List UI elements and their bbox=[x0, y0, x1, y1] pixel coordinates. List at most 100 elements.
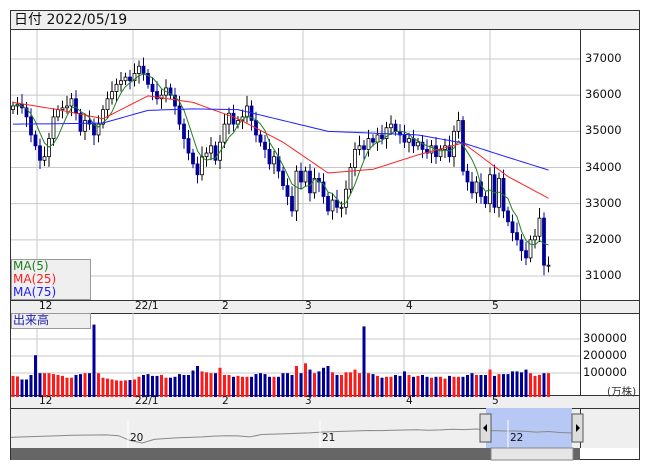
volume-bar bbox=[146, 374, 150, 397]
candle-down bbox=[470, 181, 474, 194]
candle-up bbox=[312, 177, 317, 194]
volume-bar bbox=[497, 374, 501, 397]
volume-bar bbox=[326, 366, 330, 397]
volume-bar bbox=[25, 379, 28, 397]
volume-date-tick-label: 5 bbox=[492, 395, 499, 407]
volume-bar bbox=[97, 373, 100, 397]
candle-down bbox=[519, 239, 524, 252]
scrollbar-thumb[interactable] bbox=[490, 447, 574, 461]
volume-bar bbox=[227, 375, 231, 397]
volume-bar bbox=[403, 371, 406, 397]
volume-bar bbox=[250, 376, 253, 397]
candle-down bbox=[263, 141, 267, 150]
candle-down bbox=[173, 94, 177, 107]
volume-bar bbox=[313, 373, 316, 397]
volume-bar bbox=[376, 375, 379, 397]
volume-bar bbox=[290, 375, 294, 397]
volume-bar bbox=[452, 376, 456, 397]
volume-bar bbox=[29, 375, 33, 397]
candle-up bbox=[546, 264, 551, 267]
candle-down bbox=[380, 134, 384, 139]
volume-bar bbox=[461, 376, 465, 397]
volume-bar bbox=[128, 380, 132, 397]
candle-down bbox=[186, 138, 191, 154]
volume-bar bbox=[110, 379, 114, 397]
volume-bar bbox=[263, 374, 267, 397]
candle-up bbox=[227, 112, 231, 125]
volume-bar bbox=[209, 373, 213, 397]
candle-down bbox=[150, 83, 155, 92]
candle-down bbox=[411, 138, 416, 147]
volume-bar bbox=[34, 355, 37, 397]
volume-bar bbox=[547, 373, 550, 397]
volume-bar bbox=[511, 371, 514, 397]
volume-tick-label: 100000 bbox=[583, 365, 627, 379]
candle-up bbox=[353, 149, 357, 168]
volume-bar bbox=[385, 376, 388, 397]
volume-bar bbox=[241, 376, 244, 397]
volume-tick-label: 200000 bbox=[583, 348, 627, 362]
volume-bar bbox=[520, 372, 523, 397]
candle-down bbox=[87, 120, 92, 125]
volume-bar bbox=[187, 375, 190, 397]
date-tick-label: 3 bbox=[305, 300, 312, 312]
candle-up bbox=[11, 105, 15, 111]
candle-down bbox=[393, 123, 398, 132]
candle-up bbox=[303, 170, 308, 183]
price-tick-label: 37000 bbox=[585, 51, 622, 65]
candle-down bbox=[479, 181, 483, 197]
candle-down bbox=[213, 145, 218, 161]
candle-up bbox=[60, 107, 65, 111]
candle-down bbox=[182, 123, 186, 139]
volume-bar bbox=[11, 375, 15, 397]
price-tick-label: 34000 bbox=[585, 159, 622, 174]
volume-bar bbox=[178, 374, 181, 397]
candle-up bbox=[114, 83, 119, 92]
volume-bar bbox=[142, 375, 145, 397]
volume-bar bbox=[308, 369, 312, 397]
candle-up bbox=[330, 199, 335, 212]
candle-up bbox=[294, 170, 299, 212]
candle-down bbox=[285, 185, 290, 197]
volume-bar bbox=[115, 380, 118, 397]
candle-down bbox=[195, 163, 200, 176]
scrollbar-track[interactable] bbox=[11, 448, 580, 460]
date-tick-label: 4 bbox=[406, 300, 413, 312]
candle-down bbox=[420, 141, 425, 150]
candle-up bbox=[375, 134, 380, 143]
candle-down bbox=[326, 196, 330, 212]
candle-up bbox=[159, 94, 164, 100]
candle-down bbox=[321, 181, 326, 197]
candle-up bbox=[533, 235, 537, 241]
candle-up bbox=[438, 149, 443, 158]
volume-bar bbox=[295, 366, 298, 397]
candle-up bbox=[407, 138, 411, 143]
volume-bar bbox=[430, 377, 433, 397]
volume-bar bbox=[259, 373, 262, 397]
volume-bar bbox=[20, 379, 24, 397]
candle-down bbox=[231, 112, 236, 125]
candle-up bbox=[344, 188, 348, 208]
candle-up bbox=[348, 167, 353, 190]
ma75-line bbox=[12, 108, 549, 171]
volume-bar bbox=[394, 375, 397, 397]
candle-down bbox=[141, 65, 146, 74]
candle-down bbox=[267, 149, 272, 165]
volume-bar bbox=[349, 372, 352, 397]
candle-down bbox=[425, 149, 429, 154]
volume-bar bbox=[358, 373, 361, 397]
candle-down bbox=[483, 196, 488, 205]
volume-bar bbox=[236, 375, 240, 397]
candle-down bbox=[434, 145, 438, 158]
volume-bar bbox=[65, 377, 69, 397]
date-tick-label: 5 bbox=[492, 300, 499, 312]
legend-ma75: MA(75) bbox=[13, 285, 57, 299]
date-value: 2022/05/19 bbox=[46, 12, 128, 28]
volume-bar bbox=[200, 371, 204, 397]
volume-date-tick-label: 4 bbox=[406, 395, 413, 407]
candle-up bbox=[222, 123, 227, 143]
candle-up bbox=[488, 174, 492, 205]
candle-down bbox=[362, 145, 366, 150]
candle-up bbox=[110, 91, 114, 100]
